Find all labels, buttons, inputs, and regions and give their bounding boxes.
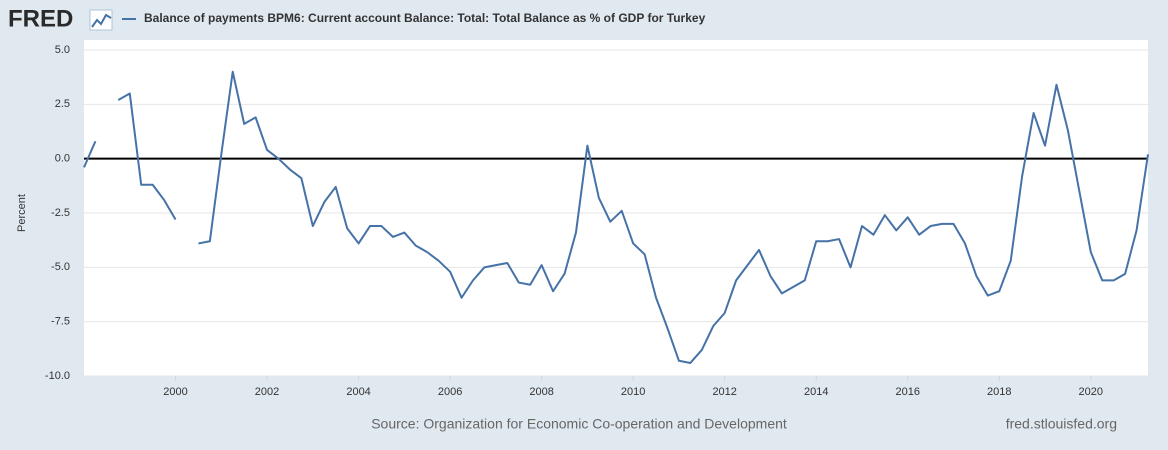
x-tick-label: 2012 <box>712 386 736 398</box>
x-tick-label: 2010 <box>621 386 645 398</box>
x-tick-label: 2008 <box>529 386 553 398</box>
plot-area <box>84 40 1148 376</box>
legend-label: Balance of payments BPM6: Current accoun… <box>144 11 706 25</box>
x-tick-label: 2018 <box>987 386 1011 398</box>
logo-icon <box>89 9 113 31</box>
y-tick-label: 2.5 <box>55 98 70 110</box>
y-tick-label: 0.0 <box>55 153 70 165</box>
x-tick-label: 2004 <box>346 386 370 398</box>
x-tick-label: 2000 <box>163 386 187 398</box>
x-tick-label: 2002 <box>255 386 279 398</box>
x-tick-label: 2006 <box>438 386 462 398</box>
logo: FRED <box>8 5 73 32</box>
y-tick-label: -5.0 <box>51 261 70 273</box>
site: fred.stlouisfed.org <box>1006 416 1117 432</box>
y-axis-label: Percent <box>16 194 28 232</box>
y-tick-label: -7.5 <box>51 316 70 328</box>
x-tick-label: 2020 <box>1079 386 1103 398</box>
y-tick-label: 5.0 <box>55 44 70 56</box>
x-tick-label: 2014 <box>804 386 828 398</box>
source: Source: Organization for Economic Co-ope… <box>371 416 787 432</box>
series-line <box>83 70 1149 364</box>
y-tick-label: -2.5 <box>51 207 70 219</box>
y-tick-label: -10.0 <box>45 370 70 382</box>
x-tick-label: 2016 <box>895 386 919 398</box>
